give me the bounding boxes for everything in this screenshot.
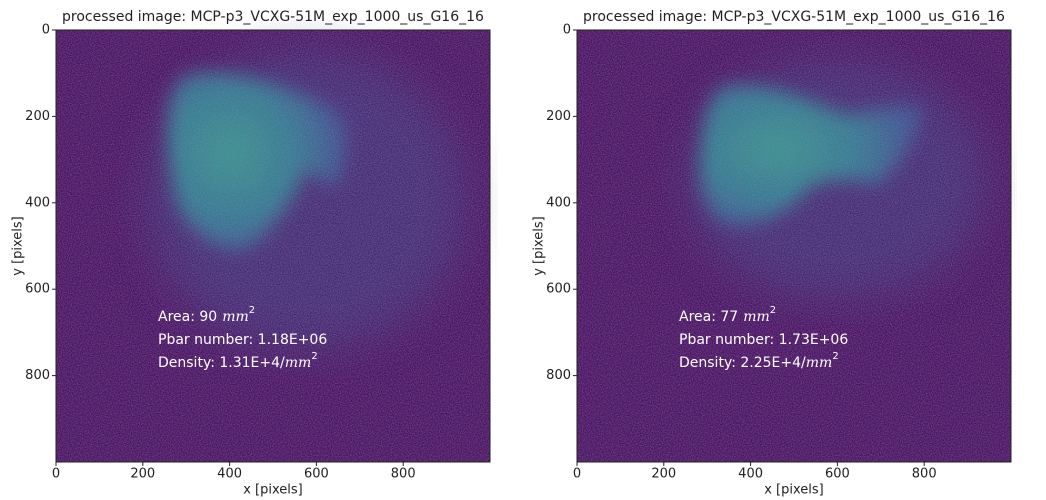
annotation-text: Pbar number: 1.18E+06 <box>158 332 327 348</box>
annotation-unit: mm <box>806 355 833 371</box>
annotation-unit: mm <box>285 355 312 371</box>
y-tick-label: 0 <box>563 23 571 38</box>
x-tick-label: 200 <box>130 467 155 482</box>
annotation: Area: 90 mm2 <box>158 305 255 325</box>
y-tick-label: 400 <box>25 195 50 210</box>
x-tick-label: 400 <box>738 467 763 482</box>
x-tick-label: 200 <box>651 467 676 482</box>
annotation-text: Area: 77 <box>679 309 738 325</box>
annotation-power: 2 <box>311 351 317 362</box>
x-tick-label: 800 <box>912 467 937 482</box>
y-axis-label: y [pixels] <box>11 216 26 276</box>
x-tick-label: 400 <box>217 467 242 482</box>
y-axis-label: y [pixels] <box>532 216 547 276</box>
y-tick-label: 600 <box>25 282 50 297</box>
annotation-power: 2 <box>832 351 838 362</box>
annotation-text: Density: 2.25E+4/ <box>679 355 806 371</box>
x-tick-label: 0 <box>52 467 60 482</box>
annotation: Density: 1.31E+4/mm2 <box>158 351 318 371</box>
plot-frame <box>55 29 491 463</box>
x-tick-label: 600 <box>825 467 850 482</box>
x-tick-label: 600 <box>304 467 329 482</box>
annotation-power: 2 <box>770 305 776 316</box>
annotation-text: Pbar number: 1.73E+06 <box>679 332 848 348</box>
annotation-unit: mm <box>222 309 249 325</box>
image-panel <box>577 30 1011 462</box>
chart-title: processed image: MCP-p3_VCXG-51M_exp_100… <box>62 9 484 25</box>
noise <box>56 30 490 462</box>
annotation-unit: mm <box>743 309 770 325</box>
x-tick-label: 800 <box>391 467 416 482</box>
annotation-text: Area: 90 <box>158 309 217 325</box>
plot-frame <box>576 29 1012 463</box>
y-tick-label: 200 <box>546 109 571 124</box>
x-tick-label: 0 <box>573 467 581 482</box>
y-tick-label: 600 <box>546 282 571 297</box>
noise <box>577 30 1011 462</box>
annotation: Area: 77 mm2 <box>679 305 776 325</box>
y-tick-label: 200 <box>25 109 50 124</box>
image-panel <box>56 30 490 462</box>
annotation: Pbar number: 1.18E+06 <box>158 332 327 348</box>
x-axis-label: x [pixels] <box>243 483 303 498</box>
annotation-text: Density: 1.31E+4/ <box>158 355 285 371</box>
annotation-power: 2 <box>249 305 255 316</box>
y-tick-label: 0 <box>42 23 50 38</box>
chart-title: processed image: MCP-p3_VCXG-51M_exp_100… <box>583 9 1005 25</box>
y-tick-label: 800 <box>25 368 50 383</box>
x-axis-label: x [pixels] <box>764 483 824 498</box>
annotation: Pbar number: 1.73E+06 <box>679 332 848 348</box>
annotation: Density: 2.25E+4/mm2 <box>679 351 839 371</box>
y-tick-label: 800 <box>546 368 571 383</box>
y-tick-label: 400 <box>546 195 571 210</box>
